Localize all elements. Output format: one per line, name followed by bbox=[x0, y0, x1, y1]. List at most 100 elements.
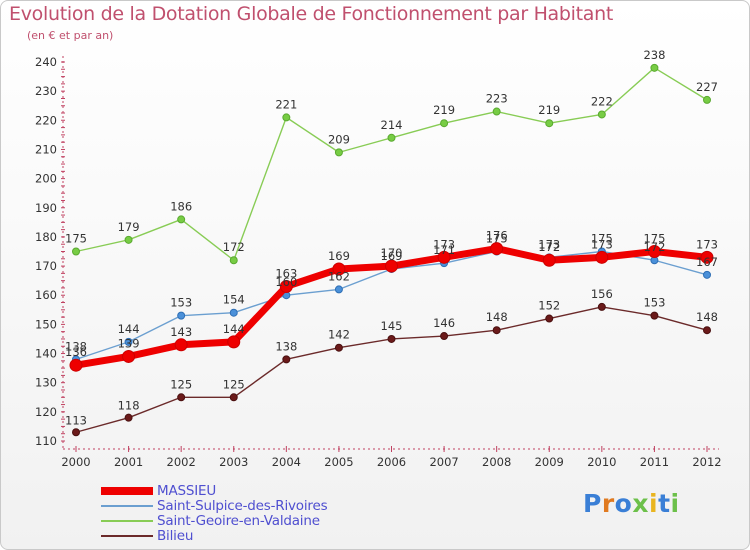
legend-item: MASSIEU bbox=[101, 483, 441, 499]
legend-label: Bilieu bbox=[157, 528, 194, 544]
data-label: 139 bbox=[118, 336, 140, 350]
y-tick-label: 240 bbox=[35, 55, 57, 69]
data-point bbox=[332, 262, 346, 276]
legend-item: Saint-Sulpice-des-Rivoires bbox=[101, 498, 441, 514]
x-tick-label: 2001 bbox=[114, 455, 143, 469]
data-point bbox=[229, 256, 238, 265]
x-tick-label: 2004 bbox=[272, 455, 301, 469]
data-label: 162 bbox=[328, 269, 350, 283]
data-point bbox=[279, 279, 293, 293]
data-label: 173 bbox=[591, 237, 613, 251]
data-label: 153 bbox=[170, 296, 192, 310]
data-label: 152 bbox=[538, 299, 560, 313]
data-label: 219 bbox=[433, 103, 455, 117]
chart-title: Evolution de la Dotation Globale de Fonc… bbox=[9, 3, 614, 25]
data-point bbox=[700, 250, 714, 264]
data-label: 227 bbox=[696, 80, 718, 94]
data-label: 221 bbox=[275, 97, 297, 111]
data-label: 125 bbox=[170, 377, 192, 391]
data-point bbox=[282, 355, 291, 364]
data-label: 148 bbox=[486, 310, 508, 324]
data-point bbox=[440, 332, 449, 341]
x-tick-label: 2009 bbox=[535, 455, 564, 469]
logo-letter: r bbox=[601, 489, 615, 518]
chart-subtitle: (en € et par an) bbox=[27, 29, 114, 42]
data-label: 167 bbox=[696, 255, 718, 269]
data-point bbox=[703, 95, 711, 104]
data-point bbox=[437, 250, 451, 264]
data-label: 173 bbox=[696, 237, 718, 251]
data-label: 146 bbox=[433, 316, 455, 330]
data-label: 136 bbox=[65, 345, 87, 359]
data-point bbox=[647, 245, 661, 258]
x-tick-label: 2012 bbox=[692, 455, 721, 469]
data-point bbox=[492, 107, 501, 116]
legend-swatch bbox=[101, 520, 153, 522]
data-point bbox=[387, 133, 396, 142]
data-label: 143 bbox=[170, 325, 192, 339]
logo-letter: o bbox=[614, 489, 633, 518]
logo-letter: x bbox=[632, 489, 649, 518]
data-point bbox=[72, 247, 80, 256]
legend-label: Saint-Sulpice-des-Rivoires bbox=[157, 498, 328, 514]
data-label: 156 bbox=[591, 287, 613, 301]
data-point bbox=[440, 119, 449, 128]
data-point bbox=[597, 302, 606, 311]
logo-letter: P bbox=[583, 489, 602, 518]
x-tick-label: 2003 bbox=[219, 455, 248, 469]
data-point bbox=[703, 270, 711, 279]
data-label: 175 bbox=[65, 232, 87, 246]
data-label: 175 bbox=[643, 232, 665, 246]
legend-swatch bbox=[101, 505, 153, 507]
data-label: 173 bbox=[433, 237, 455, 251]
data-label: 169 bbox=[381, 249, 403, 263]
data-point bbox=[597, 110, 606, 119]
data-label: 113 bbox=[65, 413, 87, 427]
data-label: 138 bbox=[275, 339, 297, 353]
logo-letter: i bbox=[670, 489, 680, 518]
data-label: 214 bbox=[381, 118, 403, 132]
data-label: 163 bbox=[275, 266, 297, 280]
legend-swatch bbox=[101, 487, 153, 495]
data-label: 223 bbox=[486, 92, 508, 106]
x-tick-label: 2002 bbox=[167, 455, 196, 469]
legend-item: Bilieu bbox=[101, 528, 441, 544]
x-tick-label: 2005 bbox=[324, 455, 353, 469]
data-point bbox=[334, 285, 343, 294]
y-tick-label: 160 bbox=[35, 288, 57, 302]
y-tick-label: 130 bbox=[35, 376, 57, 390]
data-label: 148 bbox=[696, 310, 718, 324]
data-label: 238 bbox=[643, 48, 665, 62]
data-label: 173 bbox=[538, 237, 560, 251]
y-tick-label: 120 bbox=[35, 405, 57, 419]
data-point bbox=[334, 343, 343, 352]
y-tick-label: 190 bbox=[35, 201, 57, 215]
data-point bbox=[490, 242, 504, 256]
data-point bbox=[385, 259, 398, 273]
x-tick-label: 2006 bbox=[377, 455, 406, 469]
data-label: 172 bbox=[538, 240, 560, 254]
x-tick-label: 2007 bbox=[429, 455, 458, 469]
data-point bbox=[282, 113, 291, 122]
data-label: 169 bbox=[328, 249, 350, 263]
data-label: 138 bbox=[65, 339, 87, 353]
data-point bbox=[545, 314, 554, 323]
y-tick-label: 170 bbox=[35, 259, 57, 273]
data-point bbox=[177, 215, 186, 224]
data-point bbox=[545, 119, 554, 128]
data-point bbox=[542, 253, 556, 267]
data-point bbox=[650, 63, 659, 72]
legend-label: Saint-Geoire-en-Valdaine bbox=[157, 513, 320, 529]
y-tick-label: 140 bbox=[35, 347, 57, 361]
data-point bbox=[229, 308, 238, 317]
data-label: 125 bbox=[223, 377, 245, 391]
data-point bbox=[334, 148, 343, 157]
data-label: 209 bbox=[328, 132, 350, 146]
y-tick-label: 180 bbox=[35, 230, 57, 244]
data-label: 142 bbox=[328, 328, 350, 342]
data-point bbox=[387, 334, 396, 343]
proxiti-logo: Proxiti bbox=[583, 489, 680, 518]
x-tick-label: 2010 bbox=[587, 455, 616, 469]
data-point bbox=[229, 393, 238, 402]
